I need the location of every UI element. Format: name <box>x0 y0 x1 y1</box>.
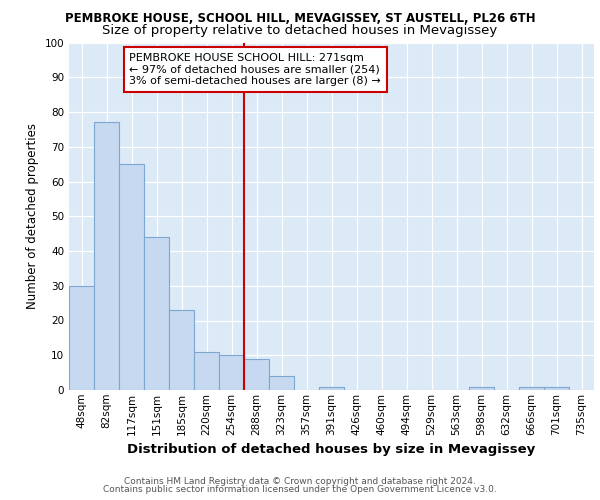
Bar <box>144 237 169 390</box>
Bar <box>94 122 119 390</box>
Bar <box>469 386 494 390</box>
Bar <box>194 352 219 390</box>
Bar <box>69 286 94 390</box>
Text: PEMBROKE HOUSE, SCHOOL HILL, MEVAGISSEY, ST AUSTELL, PL26 6TH: PEMBROKE HOUSE, SCHOOL HILL, MEVAGISSEY,… <box>65 12 535 26</box>
Bar <box>269 376 294 390</box>
Text: Size of property relative to detached houses in Mevagissey: Size of property relative to detached ho… <box>103 24 497 37</box>
Y-axis label: Number of detached properties: Number of detached properties <box>26 123 39 309</box>
Text: PEMBROKE HOUSE SCHOOL HILL: 271sqm
← 97% of detached houses are smaller (254)
3%: PEMBROKE HOUSE SCHOOL HILL: 271sqm ← 97%… <box>130 53 381 86</box>
Bar <box>319 386 344 390</box>
Bar <box>119 164 144 390</box>
Bar <box>519 386 544 390</box>
Text: Contains HM Land Registry data © Crown copyright and database right 2024.: Contains HM Land Registry data © Crown c… <box>124 477 476 486</box>
Bar <box>219 355 244 390</box>
Bar <box>169 310 194 390</box>
Bar <box>544 386 569 390</box>
X-axis label: Distribution of detached houses by size in Mevagissey: Distribution of detached houses by size … <box>127 443 536 456</box>
Text: Contains public sector information licensed under the Open Government Licence v3: Contains public sector information licen… <box>103 485 497 494</box>
Bar <box>244 358 269 390</box>
